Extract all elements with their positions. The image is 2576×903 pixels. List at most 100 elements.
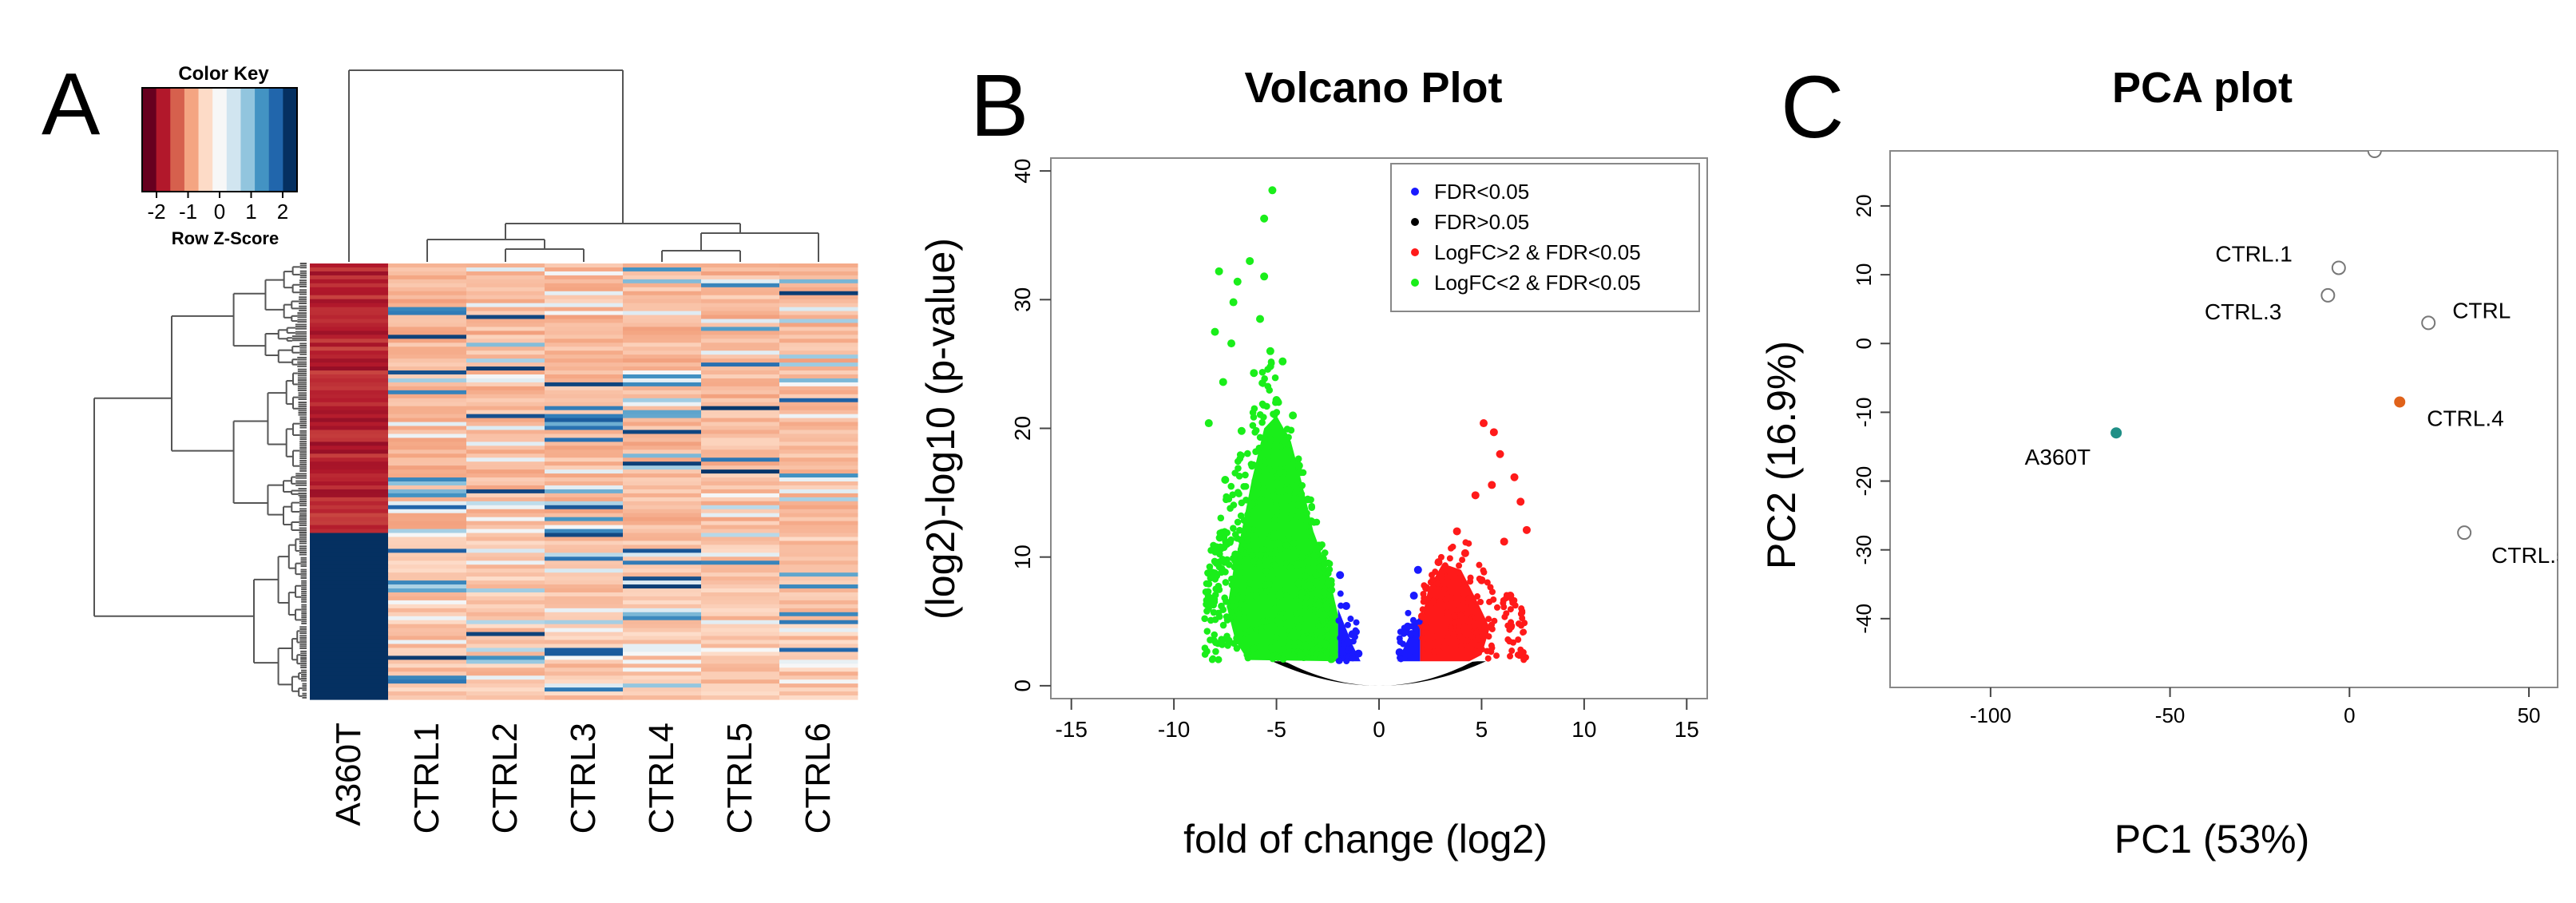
heatmap-cell (388, 572, 467, 577)
heatmap-cell (310, 552, 389, 557)
heatmap-cell (701, 279, 780, 284)
heatmap-cell (466, 402, 545, 407)
heatmap-cell (388, 457, 467, 462)
heatmap-cell (623, 592, 702, 597)
heatmap-cell (545, 271, 624, 276)
volcano-point-green (1249, 422, 1257, 430)
volcano-point-green (1231, 640, 1238, 648)
heatmap-cell (623, 434, 702, 438)
volcano-point-green (1326, 560, 1334, 568)
heatmap-cell (701, 390, 780, 395)
heatmap-cell (388, 307, 467, 312)
heatmap-cell (701, 604, 780, 609)
volcano-point (1260, 272, 1269, 281)
heatmap-cell (701, 493, 780, 498)
volcano-point (1471, 491, 1480, 500)
heatmap-cell (310, 267, 389, 272)
heatmap-cell (623, 358, 702, 363)
heatmap-cell (779, 509, 858, 514)
heatmap-cell (623, 263, 702, 268)
pca-y-tick-label: -10 (1852, 398, 1876, 428)
volcano-x-axis-label: fold of change (log2) (1183, 817, 1548, 861)
heatmap-cell (545, 572, 624, 577)
heatmap-cell (310, 263, 389, 268)
heatmap-cell (623, 695, 702, 700)
legend-swatch-fdr-lt (1411, 188, 1419, 196)
volcano-x-tick-label: 10 (1571, 717, 1596, 742)
heatmap-cell (623, 596, 702, 601)
heatmap-cell (623, 362, 702, 367)
volcano-point-green (1241, 614, 1248, 621)
heatmap-cell (388, 473, 467, 478)
heatmap-cell (545, 358, 624, 363)
volcano-point-blue (1405, 609, 1412, 616)
heatmap-cell (466, 636, 545, 641)
legend-swatch-logfc-lt (1411, 279, 1419, 287)
heatmap-cell (779, 450, 858, 454)
heatmap-cell (466, 687, 545, 692)
heatmap-cell (701, 354, 780, 359)
heatmap-cell (779, 347, 858, 351)
heatmap-cell (779, 572, 858, 577)
heatmap-cell (545, 592, 624, 597)
heatmap-cell (388, 279, 467, 284)
volcano-point-green (1292, 586, 1300, 594)
heatmap-cell (466, 422, 545, 427)
heatmap-cell (779, 687, 858, 692)
heatmap-cell (466, 351, 545, 355)
volcano-x-tick-label: -15 (1055, 717, 1087, 742)
heatmap-cell (779, 620, 858, 625)
volcano-point-green (1318, 634, 1325, 642)
volcano-point-green (1209, 655, 1217, 663)
volcano-point (1219, 378, 1227, 386)
heatmap-cell (623, 572, 702, 577)
heatmap-cell (310, 390, 389, 395)
heatmap-cell (623, 453, 702, 458)
volcano-point-green (1308, 641, 1316, 648)
heatmap-cell (466, 457, 545, 462)
row-dendrogram (93, 263, 307, 699)
volcano-point-green (1298, 490, 1306, 498)
heatmap-cell (310, 695, 389, 700)
volcano-point-green (1298, 553, 1306, 560)
heatmap-cell (623, 319, 702, 324)
volcano-point-red (1487, 623, 1494, 630)
heatmap-cell (310, 319, 389, 324)
pca-point (2421, 315, 2436, 331)
heatmap-cell (701, 402, 780, 407)
heatmap-cell (779, 422, 858, 427)
volcano-point-green (1246, 580, 1254, 587)
volcano-point (1204, 419, 1213, 428)
heatmap-cell (623, 675, 702, 680)
heatmap-column-label: CTRL1 (407, 723, 446, 834)
heatmap-cell (466, 473, 545, 478)
volcano-point-green (1274, 479, 1281, 486)
heatmap-cell (701, 584, 780, 589)
heatmap-cell (388, 366, 467, 371)
heatmap-cell (310, 584, 389, 589)
heatmap-cell (310, 545, 389, 549)
heatmap-cell (545, 446, 624, 450)
heatmap-cell (466, 521, 545, 526)
heatmap-cell (388, 394, 467, 399)
volcano-point-green (1289, 519, 1296, 527)
heatmap-cell (701, 477, 780, 482)
heatmap-cell (779, 648, 858, 653)
heatmap-cell (623, 446, 702, 450)
volcano-point (1460, 549, 1469, 557)
volcano-point-red (1423, 624, 1430, 631)
volcano-point-green (1271, 374, 1279, 382)
heatmap-cell (545, 386, 624, 391)
heatmap-cell (701, 418, 780, 423)
heatmap-cell (701, 263, 780, 268)
volcano-point-red (1441, 585, 1449, 592)
heatmap-cell (388, 505, 467, 510)
heatmap-cell (466, 390, 545, 395)
heatmap-cell (545, 612, 624, 617)
volcano-point-green (1252, 426, 1260, 434)
heatmap-cell (545, 327, 624, 331)
color-key-band (255, 88, 270, 192)
heatmap-cell (310, 549, 389, 553)
heatmap-cell (466, 386, 545, 391)
column-dendrogram (348, 69, 819, 262)
